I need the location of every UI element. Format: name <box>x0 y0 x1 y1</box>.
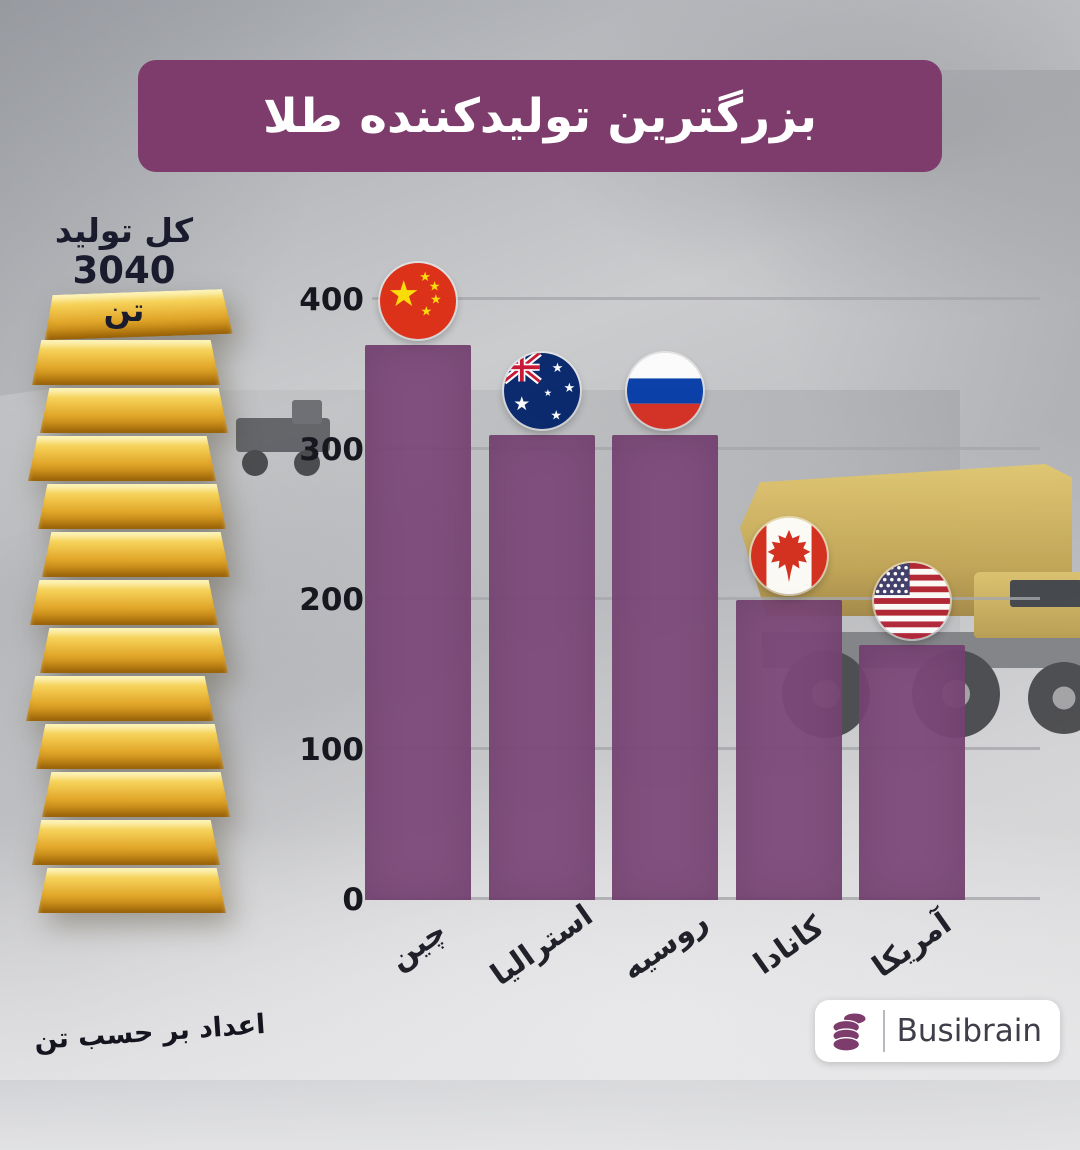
category-label-canada: کانادا <box>746 909 831 982</box>
bar-australia: ★ ★ ★ ★ ★ استرالیا <box>484 353 599 993</box>
gold-bar <box>32 340 220 385</box>
brand-badge: Busibrain <box>814 1000 1060 1062</box>
y-tick-300: 300 <box>299 432 364 468</box>
gridline-400 <box>372 297 1040 300</box>
gold-bar <box>38 868 226 913</box>
y-tick-100: 100 <box>299 732 364 768</box>
svg-text:★: ★ <box>513 393 530 415</box>
bar-canada: کانادا <box>735 518 842 982</box>
svg-text:★: ★ <box>563 381 575 396</box>
svg-text:★: ★ <box>429 279 441 294</box>
svg-text:★: ★ <box>550 409 562 424</box>
gold-bar <box>38 484 226 529</box>
china-flag-icon: ★ ★ ★ ★ ★ <box>380 263 456 339</box>
total-production-label: کل تولید 3040 تن <box>20 212 228 329</box>
y-tick-400: 400 <box>299 282 364 318</box>
bar-chart: ★ ★ ★ ★ ★ چین ★ ★ ★ ★ ★ استرالیا روسیه کانادا آمریک… <box>299 263 1055 1040</box>
bar-russia: روسیه <box>612 353 718 987</box>
brand-name: Busibrain <box>896 1013 1042 1049</box>
gold-bar <box>42 772 230 817</box>
bar-china: ★ ★ ★ ★ ★ چین <box>365 263 471 977</box>
gold-bar <box>30 580 218 625</box>
total-label-text: کل تولید <box>54 211 194 250</box>
category-label-usa: آمریکا <box>866 906 958 985</box>
category-label-china: چین <box>383 913 453 978</box>
bar-usa: آمریکا <box>859 563 965 985</box>
gold-bar <box>28 436 216 481</box>
title-banner: بزرگترین تولیدکننده طلا <box>138 60 942 172</box>
y-tick-200: 200 <box>299 582 364 618</box>
y-tick-0: 0 <box>342 882 364 918</box>
usa-flag-icon <box>874 563 950 639</box>
australia-flag-icon: ★ ★ ★ ★ ★ <box>503 353 580 429</box>
svg-text:★: ★ <box>551 361 563 376</box>
gold-bar <box>40 388 228 433</box>
gold-bar <box>26 676 214 721</box>
page-title: بزرگترین تولیدکننده طلا <box>262 88 818 144</box>
plot-area: ★ ★ ★ ★ ★ چین ★ ★ ★ ★ ★ استرالیا روسیه کانادا آمریک… <box>299 263 1040 993</box>
gold-bar <box>40 628 228 673</box>
bars-row: ★ ★ ★ ★ ★ چین ★ ★ ★ ★ ★ استرالیا روسیه کانادا آمریک… <box>365 263 965 993</box>
canada-flag-icon <box>750 518 827 594</box>
svg-text:★: ★ <box>430 292 442 307</box>
category-label-russia: روسیه <box>615 903 715 988</box>
brand-divider <box>882 1010 885 1052</box>
svg-text:★: ★ <box>419 270 431 285</box>
gold-bars-stack <box>24 292 238 916</box>
svg-text:★: ★ <box>543 388 552 399</box>
gold-bar <box>36 724 224 769</box>
total-value: 3040 <box>72 248 176 292</box>
svg-text:★: ★ <box>420 304 432 319</box>
category-label-australia: استرالیا <box>484 897 599 994</box>
svg-text:★: ★ <box>388 274 420 315</box>
gold-bar <box>32 820 220 865</box>
excavator-illustration <box>228 398 350 484</box>
russia-flag-icon <box>627 353 703 429</box>
coins-icon <box>829 1008 871 1054</box>
total-unit: تن <box>103 291 145 330</box>
gold-bar <box>42 532 230 577</box>
